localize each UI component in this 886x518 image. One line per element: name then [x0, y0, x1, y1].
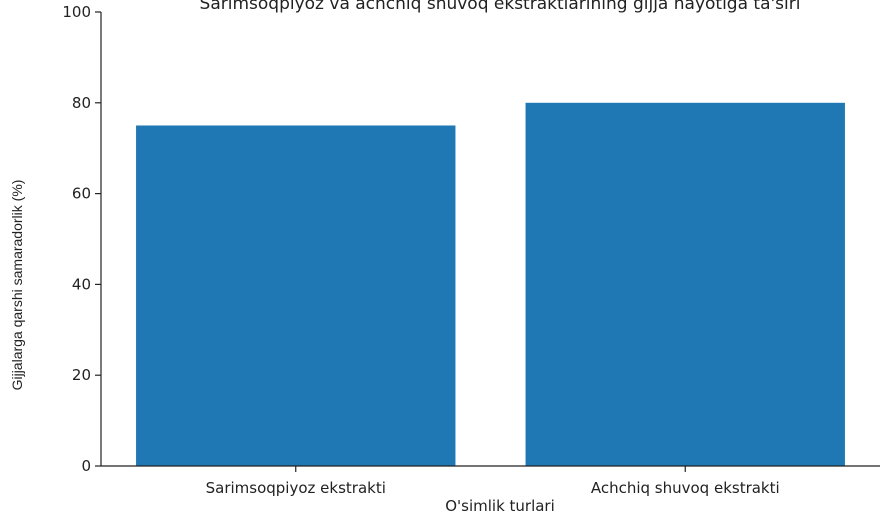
bars-group — [136, 102, 845, 467]
bar — [525, 102, 845, 467]
bar — [136, 125, 456, 466]
y-tick-label: 20 — [72, 366, 91, 384]
y-tick-label: 100 — [62, 3, 91, 21]
x-axis-ticks: Sarimsoqpiyoz ekstrakti Achchiq shuvoq ek… — [206, 466, 780, 497]
chart-title: Sarimsoqpiyoz va achchiq shuvoq ekstrakt… — [200, 0, 801, 14]
y-axis-title: Gijjalarga qarshi samaradorlik (%) — [9, 180, 25, 391]
y-axis-ticks: 0 20 40 60 80 100 — [62, 3, 101, 475]
x-tick-label: Achchiq shuvoq ekstrakti — [591, 479, 780, 497]
x-axis-title: O'simlik turlari — [445, 497, 555, 515]
x-tick-label: Sarimsoqpiyoz ekstrakti — [206, 479, 386, 497]
y-tick-label: 40 — [72, 275, 91, 293]
y-tick-label: 0 — [81, 457, 91, 475]
y-tick-label: 80 — [72, 94, 91, 112]
y-tick-label: 60 — [72, 185, 91, 203]
